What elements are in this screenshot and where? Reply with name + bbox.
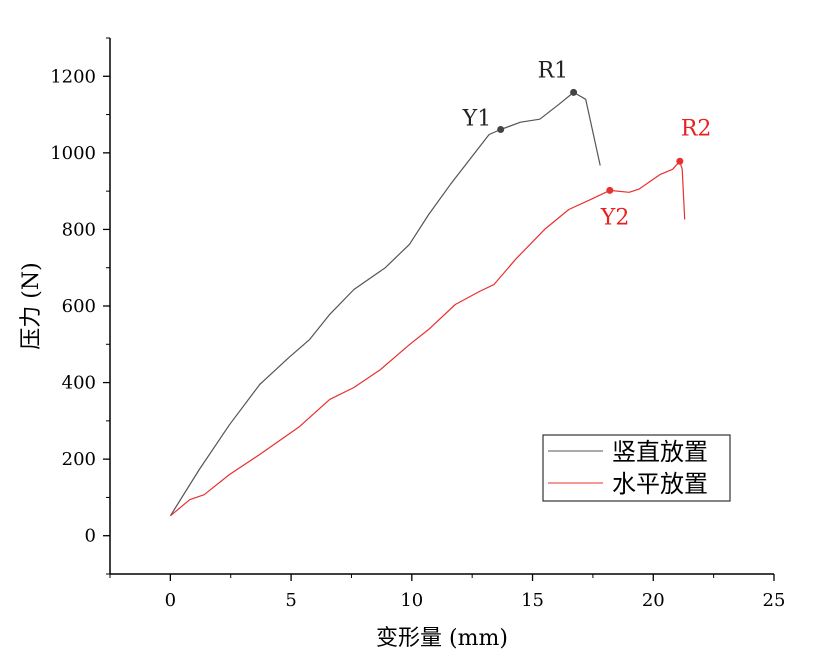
x-tick-label: 15 [521, 590, 544, 611]
legend-label-horizontal: 水平放置 [612, 470, 708, 498]
annotation-label-y2: Y2 [600, 205, 630, 230]
y-tick-label: 1200 [50, 66, 96, 87]
x-tick-label: 10 [400, 590, 423, 611]
x-tick-label: 25 [763, 590, 786, 611]
annotation-point-y1 [497, 126, 505, 134]
x-axis-label: 变形量 (mm) [376, 626, 508, 651]
annotation-point-y2 [606, 186, 614, 194]
y-tick-label: 400 [62, 373, 96, 394]
legend-box [542, 434, 731, 502]
legend-label-vertical: 竖直放置 [612, 438, 708, 466]
y-axis-label: 压力 (N) [19, 262, 44, 349]
y-tick-label: 0 [85, 526, 96, 547]
annotation-label-y1: Y1 [462, 107, 492, 132]
annotation-point-r2 [676, 157, 684, 165]
series-group [169, 91, 686, 517]
annotations: Y1 R1 Y2 R2 [462, 58, 712, 230]
y-tick-label: 600 [62, 296, 96, 317]
y-tick-label: 1000 [50, 143, 96, 164]
series-horizontal-line [170, 160, 686, 517]
x-tick-label: 20 [642, 590, 665, 611]
annotation-label-r2: R2 [681, 116, 712, 141]
annotation-label-r1: R1 [538, 58, 569, 83]
y-tick-label: 800 [62, 219, 96, 240]
series-vertical-line [169, 91, 601, 517]
x-tick-label: 5 [285, 590, 296, 611]
y-tick-label: 200 [62, 449, 96, 470]
annotation-point-r1 [570, 88, 578, 96]
x-tick-label: 0 [165, 590, 176, 611]
legend: 竖直放置 水平放置 [542, 434, 731, 502]
axes: 0 5 10 15 20 25 0 200 400 600 800 1000 1200 [50, 37, 786, 611]
